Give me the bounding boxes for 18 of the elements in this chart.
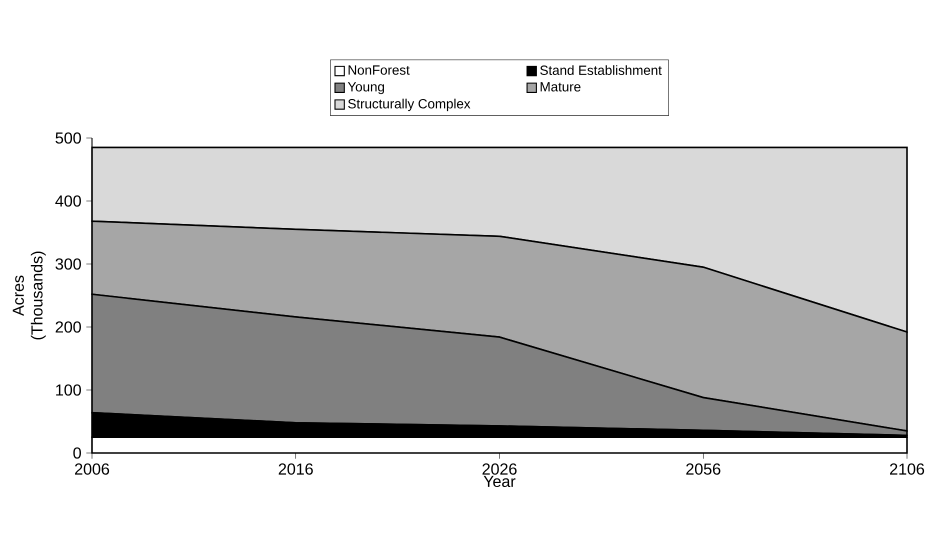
y-tick-label: 400	[55, 195, 81, 207]
legend-label: NonForest	[348, 65, 410, 75]
x-tick-label: 2106	[890, 463, 924, 475]
legend-label: Young	[348, 82, 384, 94]
x-axis-title: Year	[484, 476, 516, 488]
y-tick-label: 200	[56, 321, 81, 333]
x-tick-label: 2056	[686, 463, 720, 475]
y-axis-title: Acres (Thousands)	[12, 252, 46, 340]
legend-label: Mature	[540, 82, 580, 92]
x-tick-label: 2006	[75, 463, 110, 475]
y-tick-label: 100	[56, 384, 81, 396]
x-tick-label: 2026	[482, 463, 517, 475]
y-tick-label: 300	[56, 258, 81, 270]
legend-label: Stand Establishment	[540, 65, 662, 75]
x-tick-label: 2016	[278, 463, 313, 475]
y-tick-label: 0	[73, 447, 81, 459]
y-tick-label: 500	[56, 132, 81, 144]
legend-label: Structurally Complex	[348, 98, 470, 112]
